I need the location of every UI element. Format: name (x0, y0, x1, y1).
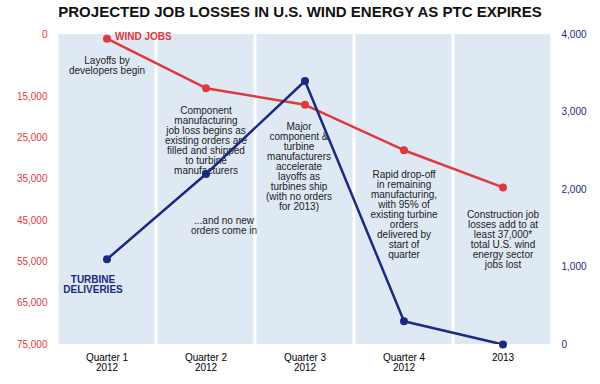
svg-text:2,000: 2,000 (562, 184, 587, 195)
svg-text:Quarter 42012: Quarter 42012 (383, 352, 426, 373)
html-text:PROJECTED JOB LOSSES IN U.S. W: PROJECTED JOB LOSSES IN U.S. WIND ENERGY… (58, 3, 542, 20)
svg-text:4,000: 4,000 (562, 29, 587, 40)
svg-text:2013: 2013 (492, 352, 515, 363)
svg-text:Layoffs bydevelopers begin: Layoffs bydevelopers begin (69, 55, 145, 76)
svg-text:65,000: 65,000 (17, 297, 48, 308)
svg-text:Majorcomponent &turbinemanufac: Majorcomponent &turbinemanufacturersacce… (266, 121, 332, 212)
svg-text:0: 0 (562, 339, 568, 350)
svg-text:WIND JOBS: WIND JOBS (115, 31, 172, 42)
svg-text:0: 0 (42, 29, 48, 40)
svg-text:45,000: 45,000 (17, 215, 48, 226)
svg-text:55,000: 55,000 (17, 256, 48, 267)
svg-text:1,000: 1,000 (562, 261, 587, 272)
svg-text:Quarter 22012: Quarter 22012 (185, 352, 228, 373)
svg-text:Rapid drop-offin remainingmanu: Rapid drop-offin remainingmanufacturing,… (370, 169, 438, 260)
svg-text:TURBINEDELIVERIES: TURBINEDELIVERIES (63, 274, 123, 295)
svg-text:35,000: 35,000 (17, 173, 48, 184)
svg-text:25,000: 25,000 (17, 132, 48, 143)
svg-text:...and no neworders come in: ...and no neworders come in (191, 215, 257, 236)
svg-text:75,000: 75,000 (17, 339, 48, 350)
svg-text:15,000: 15,000 (17, 91, 48, 102)
svg-text:Quarter 12012: Quarter 12012 (86, 352, 129, 373)
svg-text:3,000: 3,000 (562, 106, 587, 117)
svg-text:Quarter 32012: Quarter 32012 (284, 352, 327, 373)
svg-text:Construction joblosses add to: Construction joblosses add to atleast 37… (467, 209, 540, 270)
svg-text:Componentmanufacturingjob loss: Componentmanufacturingjob loss begins as… (165, 105, 248, 176)
